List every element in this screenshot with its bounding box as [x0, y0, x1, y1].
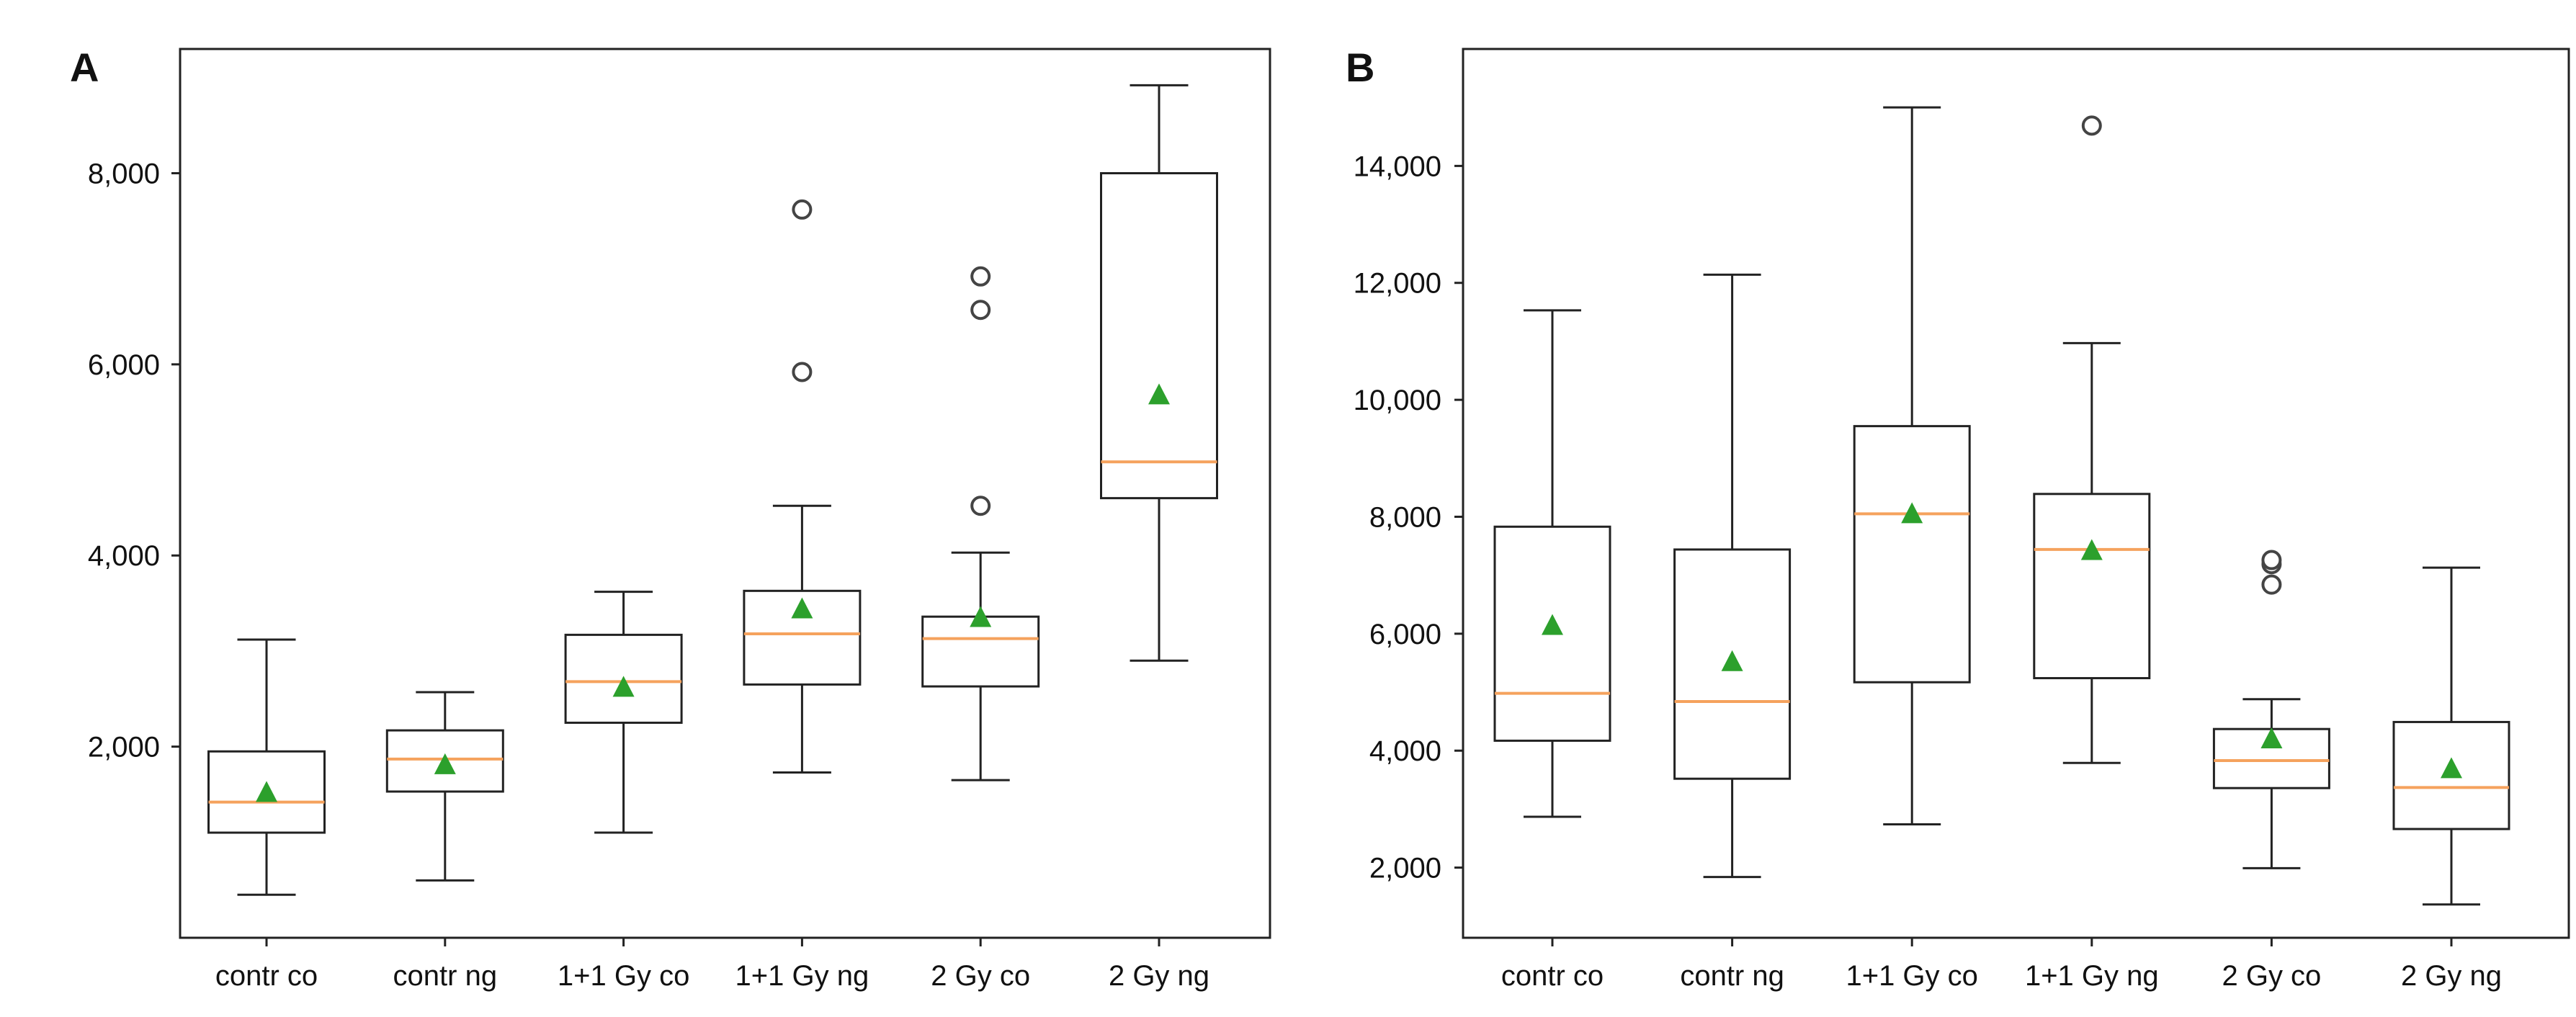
mean-marker	[791, 597, 813, 619]
panel-a-ytick-label-2: 6,000	[88, 349, 160, 381]
panel-b-xtick-label-2: 1+1 Gy co	[1846, 960, 1977, 992]
iqr-box	[1853, 425, 1971, 684]
panel-b-box-3	[2033, 115, 2151, 764]
outlier-point-0	[2081, 115, 2102, 136]
panel-a-ytick-label-0: 2,000	[88, 732, 160, 763]
mean-marker	[1148, 383, 1170, 405]
panel-b-box-0	[1493, 309, 1611, 818]
outlier-point-0	[970, 496, 991, 516]
outlier-point-2	[2261, 550, 2282, 570]
panel-b-ytick-label-4: 10,000	[1354, 385, 1441, 416]
mean-marker	[970, 606, 992, 627]
panel-b-xtick-label-4: 2 Gy co	[2222, 960, 2321, 992]
mean-marker	[612, 676, 635, 697]
iqr-box	[921, 615, 1040, 688]
panel-b-ytick-label-5: 12,000	[1354, 268, 1441, 300]
mean-marker	[256, 781, 277, 802]
iqr-box	[1100, 171, 1218, 500]
panel-a-box-3	[743, 199, 862, 774]
panel-a-xtick-label-1: contr ng	[393, 960, 498, 992]
panel-a-xtick-label-3: 1+1 Gy ng	[735, 960, 869, 992]
panel-b-box-5	[2392, 566, 2510, 906]
panel-a-xtick-label-2: 1+1 Gy co	[558, 960, 689, 992]
panel-a-label: A	[70, 45, 99, 90]
panel-a-xtick-label-4: 2 Gy co	[931, 960, 1030, 992]
panel-a-plot-frame	[179, 48, 1271, 939]
panel-b-box-4	[2212, 550, 2330, 869]
panel-a-ytick-label-3: 8,000	[88, 158, 160, 189]
mean-marker	[2441, 757, 2462, 779]
mean-marker	[434, 753, 456, 774]
mean-marker	[2080, 539, 2103, 560]
panel-b-label: B	[1346, 45, 1374, 90]
panel-b-box-1	[1673, 273, 1792, 879]
panel-a-ytick-label-1: 4,000	[88, 540, 160, 572]
panel-b-xtick-label-0: contr co	[1501, 960, 1604, 992]
iqr-box	[2033, 493, 2151, 680]
panel-b-ytick-label-0: 2,000	[1369, 853, 1441, 884]
outlier-point-0	[2261, 574, 2282, 595]
outlier-point-1	[970, 300, 991, 321]
panel-b-xtick-label-3: 1+1 Gy ng	[2025, 960, 2159, 992]
panel-b-xtick-label-1: contr ng	[1680, 960, 1784, 992]
outlier-point-1	[792, 199, 813, 220]
panel-a-box-0	[207, 638, 326, 896]
panel-b-box-2	[1853, 106, 1971, 826]
mean-marker	[2260, 727, 2283, 748]
panel-a-xtick-label-0: contr co	[215, 960, 318, 992]
panel-a-box-4	[921, 266, 1040, 781]
panel-b-plot-frame	[1462, 48, 2570, 939]
panel-b-ytick-label-6: 14,000	[1354, 151, 1441, 182]
panel-a-xtick-label-5: 2 Gy ng	[1109, 960, 1209, 992]
panel-a-box-2	[564, 591, 683, 834]
panel-b-ytick-label-3: 8,000	[1369, 501, 1441, 533]
panel-b-chart: 2,000 4,000 6,000 8,000 10,000 12,000 14,000 co…	[1354, 106, 2510, 992]
mean-marker	[1721, 650, 1743, 671]
panel-a-box-5	[1100, 84, 1218, 662]
outlier-point-2	[970, 266, 991, 287]
panel-b-xtick-label-5: 2 Gy ng	[2401, 960, 2502, 992]
mean-marker	[1542, 614, 1563, 635]
panel-b-ytick-label-1: 4,000	[1369, 735, 1441, 767]
outlier-point-0	[792, 362, 813, 382]
mean-marker	[1901, 502, 1923, 524]
panel-b-ytick-label-2: 6,000	[1369, 619, 1441, 650]
panel-a-chart: 2,000 4,000 6,000 8,000 contr co contr ng 1+1 …	[88, 84, 1218, 992]
panel-a-box-1	[385, 691, 504, 882]
